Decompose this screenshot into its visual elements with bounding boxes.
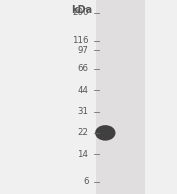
- Ellipse shape: [95, 125, 115, 141]
- Text: 200: 200: [72, 8, 88, 17]
- Text: 44: 44: [78, 86, 88, 95]
- Text: 6: 6: [83, 178, 88, 186]
- Text: kDa: kDa: [71, 5, 92, 15]
- Text: 116: 116: [72, 36, 88, 45]
- Text: 31: 31: [78, 107, 88, 116]
- Text: 66: 66: [78, 64, 88, 73]
- Text: 14: 14: [78, 150, 88, 159]
- Bar: [96, 0, 145, 194]
- Text: 22: 22: [78, 128, 88, 137]
- Text: 97: 97: [78, 46, 88, 55]
